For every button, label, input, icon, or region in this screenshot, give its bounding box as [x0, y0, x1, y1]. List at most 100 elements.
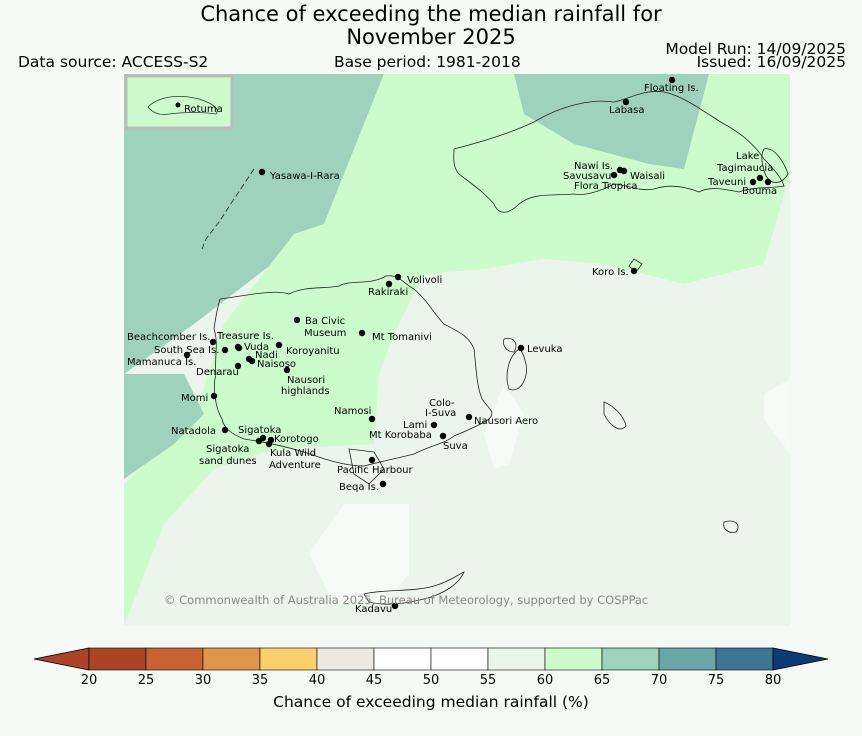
place-label-south-sea-is-19: South Sea Is.: [154, 345, 219, 356]
zone-50-55-patch-1: [484, 384, 524, 469]
page-title-line-1: Chance of exceeding the median rainfall …: [200, 2, 662, 26]
place-dot-nausori-aero-33: [465, 413, 473, 421]
model-run-label: Model Run: 14/09/2025: [665, 40, 846, 58]
rainfall-probability-map: Rotuma Floating Is. Labasa Yasawa-I-Rara Na…: [124, 74, 790, 626]
place-dot-labasa-1: [622, 98, 630, 106]
colorbar-segment-55-60: [487, 647, 546, 671]
place-label-bouma-10: Bouma: [742, 186, 777, 197]
place-label-naisoso-24: Naisoso: [257, 359, 296, 370]
place-label-labasa-1: Labasa: [609, 105, 645, 116]
colorbar-segment-35-40: [259, 647, 318, 671]
place-dot-kula-wild-42: [265, 440, 273, 448]
yasawa-coastline: [201, 168, 255, 250]
colorbar-segment-60-65: [544, 647, 603, 671]
place-label-natadola-34: Natadola: [171, 426, 216, 437]
place-label-yasawa-i-rara-2: Yasawa-I-Rara: [269, 171, 340, 182]
place-dot-vuda-20: [234, 343, 242, 351]
kadavu-coastline: [363, 571, 465, 605]
place-label-museum-15: Museum: [304, 328, 346, 339]
place-label-kula-wild-42: Kula Wild: [270, 448, 316, 459]
place-dot-denarau-25: [234, 362, 242, 370]
place-dot-lami-36: [430, 421, 438, 429]
rotuma-inset: [124, 74, 234, 130]
place-dot-savusavu-4: [610, 171, 618, 179]
issued-label: Issued: 16/09/2025: [696, 53, 846, 71]
zone-50-55-patch-2: [309, 504, 409, 604]
place-label-pacific-harbour-44: Pacific Harbour: [337, 465, 414, 476]
zone-65-70-west-lower: [124, 374, 204, 479]
colorbar-tick-45: 45: [366, 673, 383, 688]
zone-50-55-patch-3: [764, 379, 790, 454]
place-label-mamanuca-is-23: Mamanuca Is.: [127, 357, 196, 368]
vanua-levu-coastline: [453, 91, 785, 213]
place-label-mt-korobaba-37: Mt Korobaba: [369, 430, 432, 441]
place-label-levuka-28: Levuka: [527, 344, 563, 355]
coastlines: [201, 91, 789, 605]
colorbar-segment-25-30: [145, 647, 204, 671]
colorbar: [33, 647, 829, 671]
place-dot-waisali-5: [620, 167, 628, 175]
ovalau-coastline: [503, 337, 517, 353]
place-dot-beqa-is-45: [379, 480, 387, 488]
lau-island-1: [603, 401, 627, 430]
place-dot-taveuni-9: [749, 178, 757, 186]
colorbar-tick-80: 80: [765, 673, 782, 688]
place-label-colo-31: Colo-: [429, 398, 455, 409]
data-source-label: Data source: ACCESS-S2: [18, 53, 209, 71]
place-dot-levuka-28: [517, 344, 525, 352]
page-title-line-2: November 2025: [346, 25, 516, 49]
place-label-waisali-5: Waisali: [630, 171, 665, 182]
colorbar-tick-20: 20: [81, 673, 98, 688]
place-dot-momi-29: [210, 392, 218, 400]
lau-island-2: [723, 520, 739, 533]
colorbar-segment-70-75: [658, 647, 717, 671]
place-label-ba-civic-14: Ba Civic: [305, 316, 345, 327]
place-label-nausori-26: Nausori: [287, 375, 325, 386]
zone-60-65: [124, 74, 790, 626]
rotuma-label: Rotuma: [184, 104, 223, 115]
place-label-sand-dunes-41: sand dunes: [199, 456, 257, 467]
taveuni-coastline: [761, 148, 789, 183]
colorbar-tick-60: 60: [537, 673, 554, 688]
place-dot-koro-is-11: [630, 267, 638, 275]
colorbar-title: Chance of exceeding median rainfall (%): [273, 693, 589, 711]
colorbar-tick-55: 55: [480, 673, 497, 688]
colorbar-segment-50-55: [430, 647, 489, 671]
place-dot-volivoli-12: [394, 273, 402, 281]
place-label-namosi-30: Namosi: [334, 406, 371, 417]
place-dot-suva-39: [439, 432, 447, 440]
zone-65-70-west: [124, 74, 384, 374]
base-period-label: Base period: 1981-2018: [334, 53, 521, 71]
place-label-momi-29: Momi: [181, 393, 208, 404]
place-label-denarau-25: Denarau: [196, 367, 239, 378]
place-label-i-suva-32: I-Suva: [425, 408, 456, 419]
place-label-korotogo-38: Korotogo: [274, 434, 319, 445]
place-label-savusavu-4: Savusavu: [563, 171, 611, 182]
colorbar-tick-35: 35: [252, 673, 269, 688]
place-label-taveuni-9: Taveuni: [707, 177, 746, 188]
rotuma-dot: [175, 102, 181, 108]
place-dot-pacific-harbour-44: [368, 456, 376, 464]
colorbar-segment-45-50: [373, 647, 432, 671]
place-label-koroyanitu-21: Koroyanitu: [286, 346, 340, 357]
colorbar-tick-40: 40: [309, 673, 326, 688]
colorbar-segment-30-35: [202, 647, 261, 671]
place-dot-mamanuca-is-23: [183, 351, 191, 359]
place-label-lake-7: Lake: [736, 151, 759, 162]
place-dot-naisoso-24: [248, 357, 256, 365]
rotuma-coastline: [147, 96, 218, 115]
colorbar-segment-20-25: [88, 647, 147, 671]
place-label-flora-tropica-6: Flora Tropica: [574, 181, 637, 192]
place-label-tagimaucia-8: Tagimaucia: [716, 163, 773, 174]
place-dot-kadavu-46: [391, 602, 399, 610]
colorbar-segment-75-80: [715, 647, 774, 671]
place-dot-natadola-34: [221, 426, 229, 434]
place-label-beachcomber-is-17: Beachcomber Is.: [127, 332, 210, 343]
copyright-notice: © Commonwealth of Australia 2025, Bureau…: [164, 593, 648, 607]
place-label-adventure-43: Adventure: [269, 460, 321, 471]
colorbar-tick-25: 25: [138, 673, 155, 688]
beqa-coastline: [348, 448, 385, 485]
place-label-nausori-aero-33: Nausori Aero: [474, 416, 538, 427]
place-label-beqa-is-45: Beqa Is.: [339, 482, 379, 493]
